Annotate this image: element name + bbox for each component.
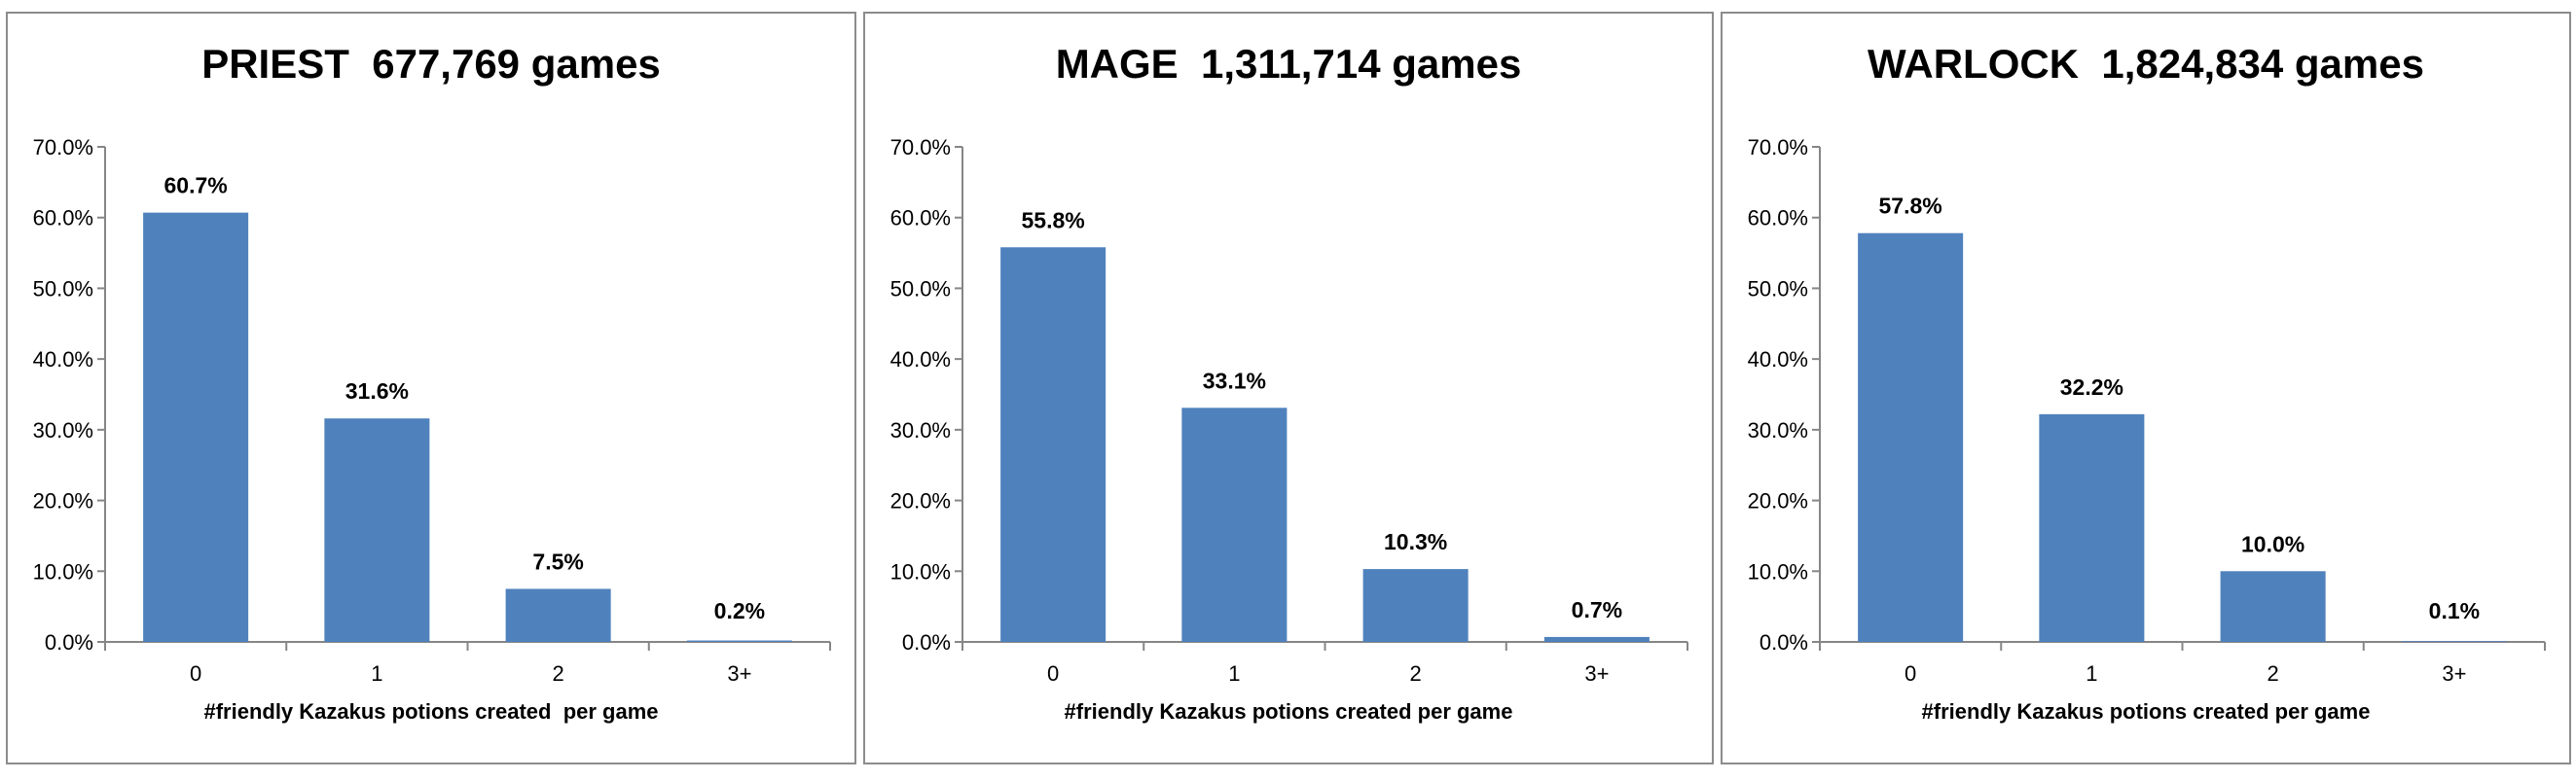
y-tick-label: 60.0% <box>890 206 951 231</box>
x-axis-title: #friendly Kazakus potions created per ga… <box>203 699 658 724</box>
x-axis-title: #friendly Kazakus potions created per ga… <box>1065 699 1513 724</box>
y-tick-label: 10.0% <box>1748 559 1808 584</box>
y-tick-label: 60.0% <box>33 206 93 231</box>
data-label: 60.7% <box>164 173 228 198</box>
bar <box>1362 569 1469 642</box>
bar <box>1000 247 1107 643</box>
bar <box>686 640 792 642</box>
data-label: 57.8% <box>1879 194 1942 219</box>
y-tick-label: 70.0% <box>33 135 93 160</box>
y-tick-label: 70.0% <box>1748 135 1808 160</box>
data-label: 10.3% <box>1384 529 1447 554</box>
chart-title: WARLOCK 1,824,834 games <box>1868 41 2424 87</box>
data-label: 31.6% <box>345 378 409 404</box>
bar <box>143 212 249 643</box>
bar <box>2401 641 2507 642</box>
y-tick-label: 10.0% <box>33 559 93 584</box>
y-tick-label: 30.0% <box>1748 418 1808 443</box>
x-tick-label: 2 <box>1410 661 1422 686</box>
x-tick-label: 1 <box>1228 661 1240 686</box>
y-tick-label: 40.0% <box>1748 347 1808 372</box>
bar <box>1858 232 1964 642</box>
data-label: 33.1% <box>1203 368 1266 393</box>
y-tick-label: 70.0% <box>890 135 951 160</box>
x-tick-label: 0 <box>1905 661 1916 686</box>
y-tick-label: 30.0% <box>890 418 951 443</box>
bar <box>324 418 430 642</box>
x-tick-label: 2 <box>2268 661 2279 686</box>
data-label: 10.0% <box>2241 531 2304 556</box>
bar <box>2039 413 2145 642</box>
chart-svg-priest: PRIEST 677,769 games #friendly Kazakus p… <box>33 41 831 724</box>
x-tick-label: 1 <box>2086 661 2097 686</box>
chart-svg-warlock: WARLOCK 1,824,834 games #friendly Kazaku… <box>1748 41 2546 724</box>
x-tick-label: 1 <box>371 661 382 686</box>
data-label: 7.5% <box>532 549 583 574</box>
x-tick-label: 3+ <box>1584 661 1609 686</box>
bar <box>1543 636 1650 642</box>
chart-panel-mage: MAGE 1,311,714 games #friendly Kazakus p… <box>863 12 1714 764</box>
x-tick-label: 0 <box>190 661 201 686</box>
y-tick-label: 0.0% <box>45 630 93 655</box>
x-tick-label: 3+ <box>727 661 751 686</box>
y-tick-label: 50.0% <box>1748 276 1808 301</box>
data-label: 32.2% <box>2060 374 2123 400</box>
y-tick-label: 40.0% <box>33 347 93 372</box>
y-tick-label: 10.0% <box>890 559 951 584</box>
y-tick-label: 0.0% <box>902 630 951 655</box>
bar <box>2220 571 2326 642</box>
x-tick-label: 3+ <box>2442 661 2466 686</box>
data-label: 55.8% <box>1022 207 1085 232</box>
y-tick-label: 20.0% <box>1748 489 1808 514</box>
x-axis-title: #friendly Kazakus potions created per ga… <box>1922 699 2371 724</box>
chart-svg-mage: MAGE 1,311,714 games #friendly Kazakus p… <box>890 41 1688 724</box>
data-label: 0.2% <box>714 598 765 623</box>
y-tick-label: 50.0% <box>890 276 951 301</box>
bar <box>505 588 611 642</box>
chart-title: PRIEST 677,769 games <box>201 41 661 87</box>
y-tick-label: 40.0% <box>890 347 951 372</box>
chart-panel-priest: PRIEST 677,769 games #friendly Kazakus p… <box>6 12 856 764</box>
chart-panel-warlock: WARLOCK 1,824,834 games #friendly Kazaku… <box>1721 12 2571 764</box>
y-tick-label: 30.0% <box>33 418 93 443</box>
y-tick-label: 50.0% <box>33 276 93 301</box>
y-tick-label: 0.0% <box>1760 630 1808 655</box>
data-label: 0.1% <box>2429 598 2480 623</box>
y-tick-label: 20.0% <box>33 489 93 514</box>
data-label: 0.7% <box>1572 597 1622 622</box>
chart-title: MAGE 1,311,714 games <box>1056 41 1522 87</box>
x-tick-label: 0 <box>1047 661 1059 686</box>
y-tick-label: 60.0% <box>1748 206 1808 231</box>
bar <box>1181 408 1288 642</box>
x-tick-label: 2 <box>553 661 564 686</box>
y-tick-label: 20.0% <box>890 489 951 514</box>
